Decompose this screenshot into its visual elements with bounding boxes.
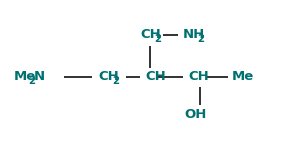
Text: NH: NH xyxy=(183,28,205,41)
Text: N: N xyxy=(34,70,45,83)
Text: Me: Me xyxy=(232,70,254,83)
Text: CH: CH xyxy=(145,70,166,83)
Text: OH: OH xyxy=(185,109,207,122)
Text: 2: 2 xyxy=(112,76,119,86)
Text: CH: CH xyxy=(98,70,119,83)
Text: 2: 2 xyxy=(154,34,161,44)
Text: CH: CH xyxy=(188,70,209,83)
Text: Me: Me xyxy=(14,70,36,83)
Text: 2: 2 xyxy=(28,76,35,86)
Text: CH: CH xyxy=(140,28,161,41)
Text: 2: 2 xyxy=(197,34,204,44)
